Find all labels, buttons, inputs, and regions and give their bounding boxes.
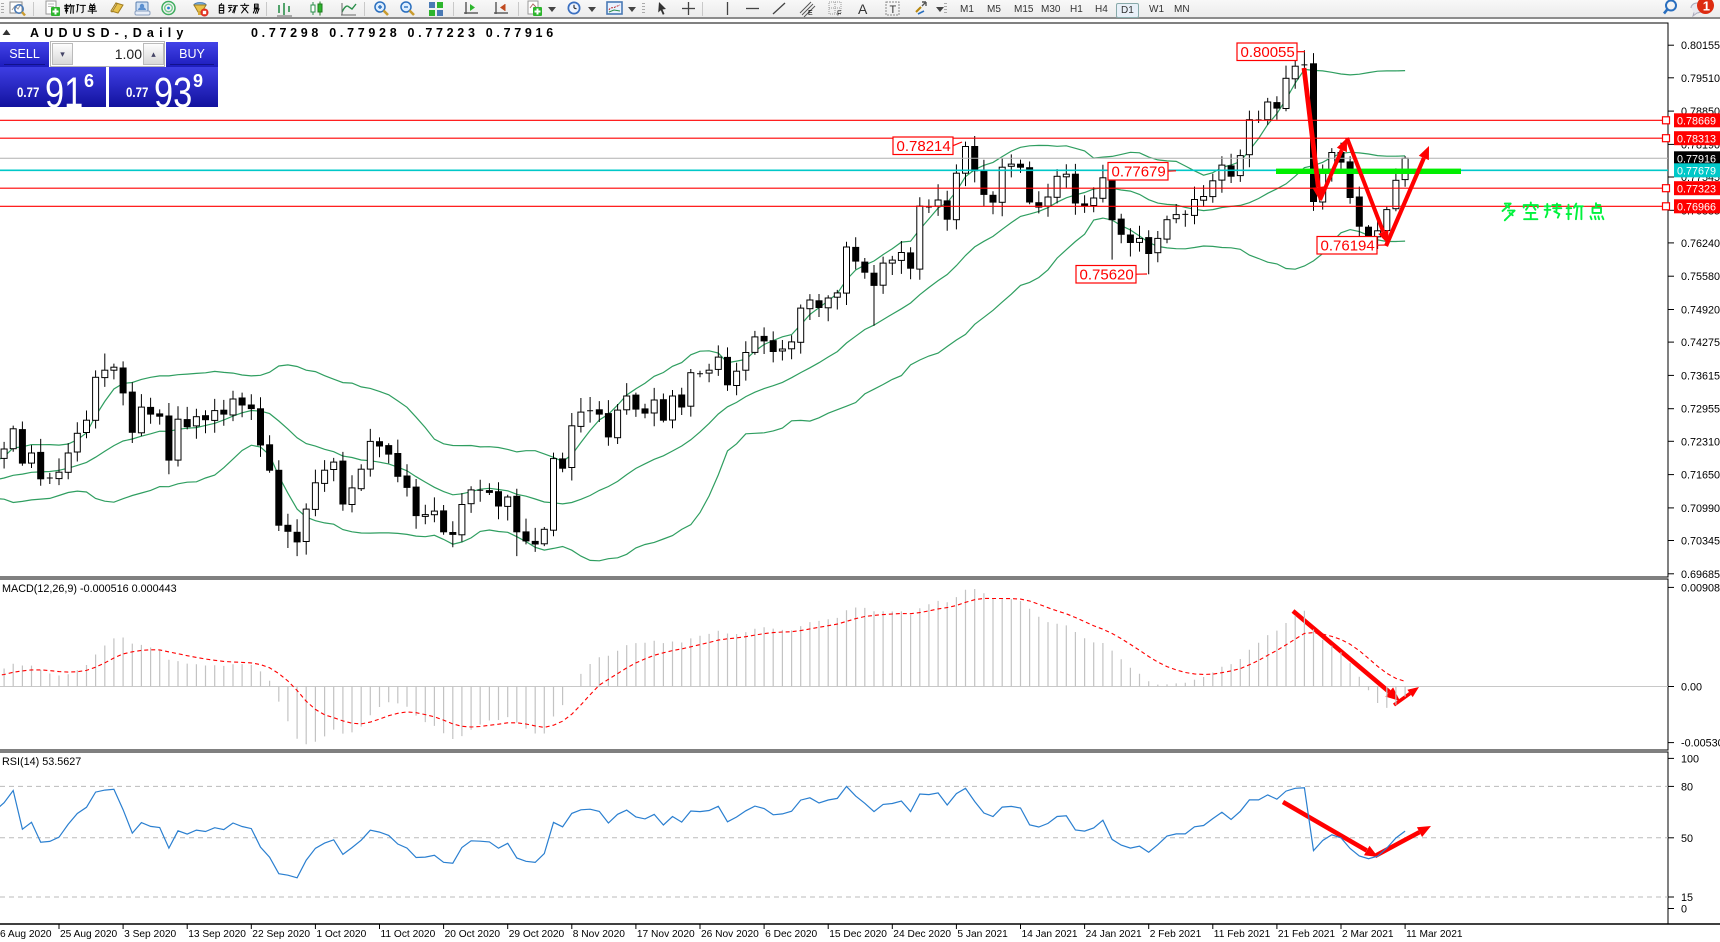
svg-text:0.77679: 0.77679 — [1677, 166, 1716, 178]
svg-text:0.75620: 0.75620 — [1080, 267, 1134, 284]
svg-text:0.69685: 0.69685 — [1681, 569, 1720, 581]
svg-text:1: 1 — [1703, 0, 1710, 14]
svg-text:0.80055: 0.80055 — [1241, 44, 1295, 61]
svg-text:0.76240: 0.76240 — [1681, 238, 1720, 250]
svg-text:0.009081: 0.009081 — [1681, 582, 1720, 594]
svg-text:13 Sep 2020: 13 Sep 2020 — [188, 929, 246, 940]
svg-text:0.74275: 0.74275 — [1681, 337, 1720, 349]
svg-text:20 Oct 2020: 20 Oct 2020 — [445, 929, 501, 940]
svg-text:AUDUSD-,Daily: AUDUSD-,Daily — [30, 26, 189, 40]
svg-text:RSI(14) 53.5627: RSI(14) 53.5627 — [2, 756, 81, 768]
svg-text:0.77916: 0.77916 — [1677, 154, 1716, 166]
svg-text:0.78313: 0.78313 — [1677, 133, 1716, 145]
svg-text:11 Oct 2020: 11 Oct 2020 — [381, 929, 436, 940]
svg-text:11 Feb 2021: 11 Feb 2021 — [1214, 929, 1271, 940]
svg-text:14 Jan 2021: 14 Jan 2021 — [1022, 929, 1078, 940]
svg-text:8 Nov 2020: 8 Nov 2020 — [573, 929, 625, 940]
svg-text:0.78669: 0.78669 — [1677, 116, 1716, 128]
svg-text:25 Aug 2020: 25 Aug 2020 — [60, 929, 118, 940]
svg-text:24 Jan 2021: 24 Jan 2021 — [1086, 929, 1142, 940]
svg-text:0.79510: 0.79510 — [1681, 73, 1720, 85]
svg-text:0.70990: 0.70990 — [1681, 503, 1720, 515]
svg-text:21 Feb 2021: 21 Feb 2021 — [1278, 929, 1336, 940]
svg-text:F: F — [837, 11, 841, 18]
svg-text:0: 0 — [1681, 904, 1687, 916]
svg-text:50: 50 — [1681, 833, 1693, 845]
svg-text:5 Jan 2021: 5 Jan 2021 — [957, 929, 1008, 940]
svg-text:2 Feb 2021: 2 Feb 2021 — [1150, 929, 1202, 940]
svg-text:0.72955: 0.72955 — [1681, 404, 1720, 416]
svg-text:0.72310: 0.72310 — [1681, 436, 1720, 448]
svg-text:17 Nov 2020: 17 Nov 2020 — [637, 929, 695, 940]
svg-text:15: 15 — [1681, 892, 1693, 904]
svg-text:22 Sep 2020: 22 Sep 2020 — [252, 929, 310, 940]
svg-text:29 Oct 2020: 29 Oct 2020 — [509, 929, 565, 940]
svg-text:0.75580: 0.75580 — [1681, 271, 1720, 283]
svg-text:15 Dec 2020: 15 Dec 2020 — [829, 929, 887, 940]
svg-text:0.00: 0.00 — [1681, 682, 1702, 694]
svg-text:-0.005306: -0.005306 — [1681, 738, 1720, 750]
svg-text:0.73615: 0.73615 — [1681, 370, 1720, 382]
svg-text:0.77298 0.77928 0.77223 0.7791: 0.77298 0.77928 0.77223 0.77916 — [251, 26, 557, 40]
svg-text:24 Dec 2020: 24 Dec 2020 — [893, 929, 951, 940]
svg-text:6 Aug 2020: 6 Aug 2020 — [0, 929, 52, 940]
svg-text:80: 80 — [1681, 781, 1693, 793]
svg-text:0.77323: 0.77323 — [1677, 183, 1716, 195]
svg-text:0.70345: 0.70345 — [1681, 536, 1720, 548]
svg-text:0.76194: 0.76194 — [1321, 238, 1375, 255]
svg-text:0.76966: 0.76966 — [1677, 202, 1716, 214]
svg-text:26 Nov 2020: 26 Nov 2020 — [701, 929, 759, 940]
svg-text:0.80155: 0.80155 — [1681, 40, 1720, 52]
svg-text:0.71650: 0.71650 — [1681, 470, 1720, 482]
svg-text:1 Oct 2020: 1 Oct 2020 — [316, 929, 366, 940]
svg-text:MACD(12,26,9) -0.000516 0.0004: MACD(12,26,9) -0.000516 0.000443 — [2, 583, 177, 595]
svg-text:E: E — [808, 10, 813, 17]
svg-text:3 Sep 2020: 3 Sep 2020 — [124, 929, 176, 940]
svg-text:0.74920: 0.74920 — [1681, 305, 1720, 317]
svg-text:100: 100 — [1681, 753, 1699, 765]
svg-text:2 Mar 2021: 2 Mar 2021 — [1342, 929, 1394, 940]
svg-text:0.77679: 0.77679 — [1112, 164, 1166, 181]
svg-text:T: T — [890, 4, 897, 16]
svg-text:11 Mar 2021: 11 Mar 2021 — [1406, 929, 1463, 940]
svg-text:6 Dec 2020: 6 Dec 2020 — [765, 929, 817, 940]
svg-text:0.78214: 0.78214 — [897, 138, 951, 155]
